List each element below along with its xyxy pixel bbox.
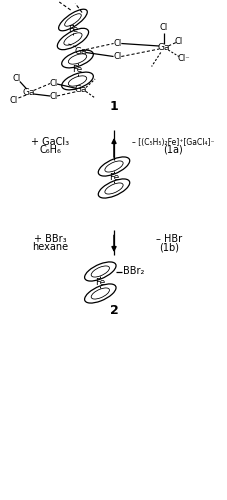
Text: Cl: Cl bbox=[10, 96, 18, 104]
Text: Cl: Cl bbox=[49, 92, 57, 100]
Text: Cl: Cl bbox=[113, 39, 121, 48]
Text: hexane: hexane bbox=[32, 242, 68, 252]
Text: Fe: Fe bbox=[95, 278, 105, 287]
Text: Ga: Ga bbox=[74, 86, 87, 94]
Text: C₆H₆: C₆H₆ bbox=[39, 145, 61, 155]
Text: – HBr: – HBr bbox=[155, 234, 181, 244]
Text: BBr₂: BBr₂ bbox=[122, 266, 143, 276]
Text: Cl⁻: Cl⁻ bbox=[176, 54, 189, 63]
Text: – [(C₅H₅)₂Fe]⁺[GaCl₄]⁻: – [(C₅H₅)₂Fe]⁺[GaCl₄]⁻ bbox=[131, 138, 214, 146]
Text: Fe: Fe bbox=[72, 66, 82, 74]
Text: Ga: Ga bbox=[74, 47, 87, 56]
Text: + GaCl₃: + GaCl₃ bbox=[31, 137, 69, 147]
Text: Ga: Ga bbox=[22, 88, 35, 97]
Text: Fe: Fe bbox=[109, 173, 118, 182]
Text: Fe: Fe bbox=[68, 26, 78, 35]
Text: Ga: Ga bbox=[157, 43, 170, 52]
Text: + BBr₃: + BBr₃ bbox=[34, 234, 66, 244]
Text: (1b): (1b) bbox=[158, 242, 178, 252]
Text: Cl: Cl bbox=[174, 37, 182, 46]
Text: 1: 1 bbox=[109, 100, 118, 114]
Text: Cl: Cl bbox=[49, 80, 57, 88]
Text: Cl: Cl bbox=[12, 74, 21, 83]
Text: 2: 2 bbox=[109, 304, 118, 316]
Text: (1a): (1a) bbox=[163, 145, 182, 155]
Text: Cl: Cl bbox=[159, 23, 167, 32]
Text: Cl: Cl bbox=[113, 52, 121, 61]
